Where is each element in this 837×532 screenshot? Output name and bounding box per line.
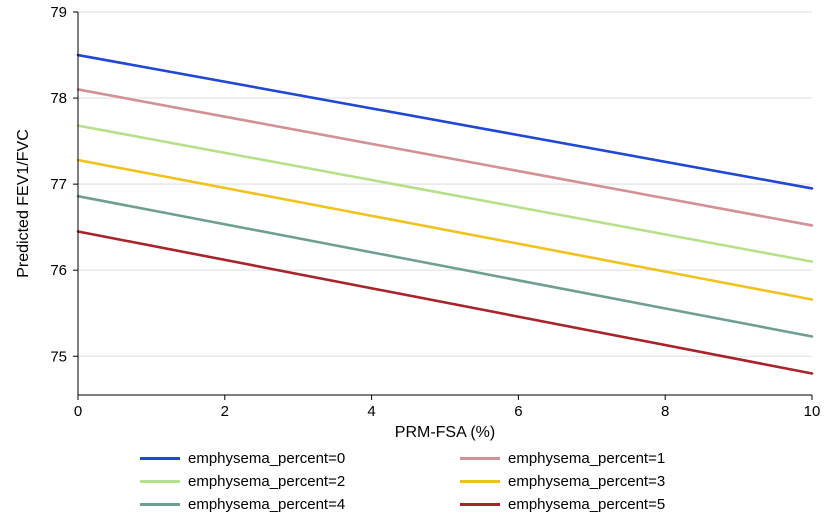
- legend-item: emphysema_percent=4: [140, 496, 420, 513]
- y-axis-label: Predicted FEV1/FVC: [15, 129, 32, 278]
- legend-swatch: [460, 457, 500, 460]
- x-tick-label: 0: [74, 403, 82, 420]
- y-tick-label: 77: [50, 176, 67, 193]
- y-tick-label: 79: [50, 4, 67, 21]
- x-tick-label: 4: [367, 403, 375, 420]
- legend-label: emphysema_percent=5: [508, 496, 665, 513]
- chart-container: 0 2 4 6 8 10 75 76 77 78 79 PRM-FSA (%) Predicted FE…: [0, 0, 837, 532]
- legend-swatch: [460, 503, 500, 506]
- x-axis-label: PRM-FSA (%): [395, 424, 495, 441]
- legend-swatch: [140, 457, 180, 460]
- legend-label: emphysema_percent=2: [188, 473, 345, 490]
- legend-item: emphysema_percent=0: [140, 450, 420, 467]
- y-tick-label: 75: [50, 348, 67, 365]
- x-tick-label: 6: [514, 403, 522, 420]
- y-tick-label: 78: [50, 90, 67, 107]
- legend-item: emphysema_percent=5: [460, 496, 740, 513]
- y-tick-label: 76: [50, 262, 67, 279]
- x-tick-label: 2: [221, 403, 229, 420]
- x-tick-label: 8: [661, 403, 669, 420]
- legend-label: emphysema_percent=3: [508, 473, 665, 490]
- x-tick-label: 10: [804, 403, 821, 420]
- legend-item: emphysema_percent=1: [460, 450, 740, 467]
- legend-item: emphysema_percent=2: [140, 473, 420, 490]
- legend-swatch: [460, 480, 500, 483]
- legend-label: emphysema_percent=0: [188, 450, 345, 467]
- chart-legend: emphysema_percent=0 emphysema_percent=1em…: [80, 450, 807, 513]
- legend-swatch: [140, 480, 180, 483]
- legend-item: emphysema_percent=3: [460, 473, 740, 490]
- legend-label: emphysema_percent=4: [188, 496, 345, 513]
- legend-label: emphysema_percent=1: [508, 450, 665, 467]
- legend-swatch: [140, 503, 180, 506]
